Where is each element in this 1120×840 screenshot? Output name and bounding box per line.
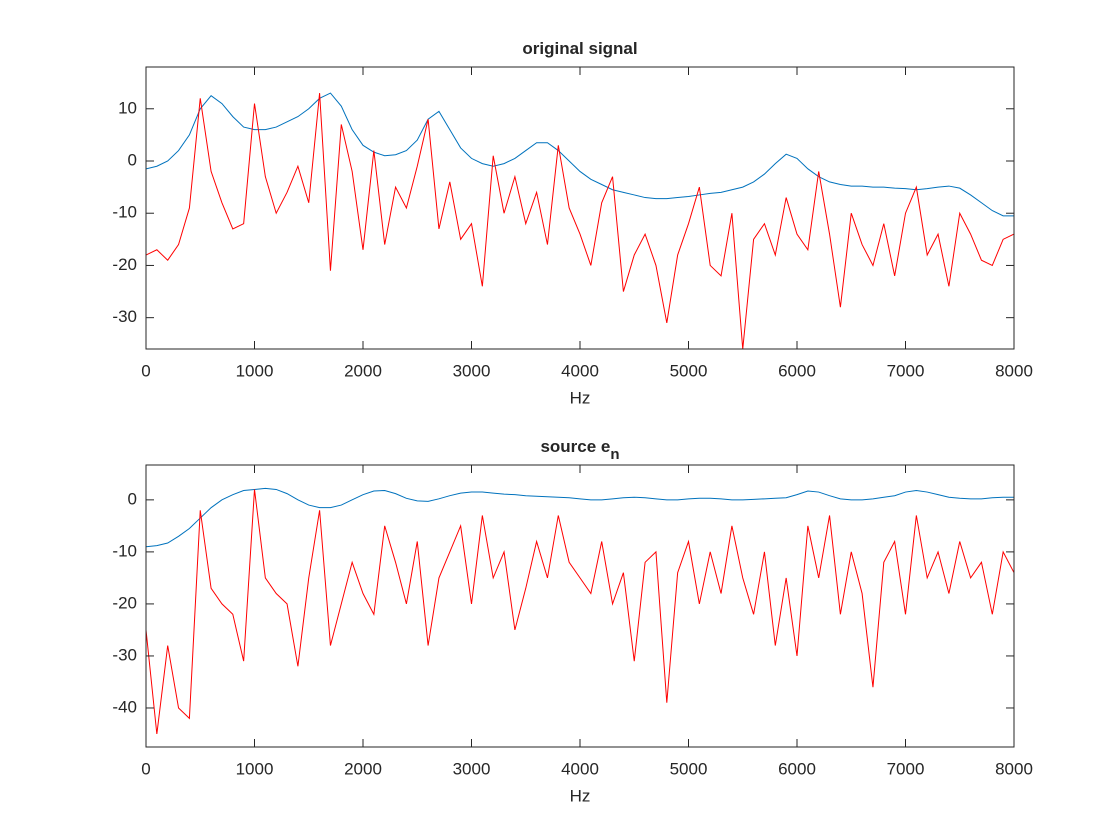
- x-tick-label: 7000: [887, 759, 925, 778]
- series-line: [146, 93, 1014, 349]
- x-tick-label: 0: [141, 361, 150, 380]
- y-tick-label: 0: [128, 150, 137, 169]
- x-tick-label: 6000: [778, 759, 816, 778]
- series-line: [146, 489, 1014, 735]
- title-text: original signal: [522, 39, 637, 58]
- x-tick-label: 8000: [995, 361, 1033, 380]
- x-tick-label: 7000: [887, 361, 925, 380]
- y-tick-label: -10: [112, 203, 137, 222]
- x-tick-label: 1000: [236, 361, 274, 380]
- y-tick-label: -30: [112, 645, 137, 664]
- y-tick-label: -20: [112, 255, 137, 274]
- chart-title: original signal: [522, 39, 637, 58]
- axes: 0 1000 2000 3000 4000 5000 6000 7000 8000 -40 -30 -…: [112, 437, 1032, 805]
- x-tick-label: 1000: [236, 759, 274, 778]
- y-tick-label: -30: [112, 307, 137, 326]
- x-tick-label: 2000: [344, 759, 382, 778]
- x-tick-label: 2000: [344, 361, 382, 380]
- x-tick-label: 4000: [561, 759, 599, 778]
- x-tick-label: 6000: [778, 361, 816, 380]
- title-text: source e: [540, 437, 610, 456]
- x-tick-label: 8000: [995, 759, 1033, 778]
- title-subscript: n: [610, 446, 619, 463]
- x-tick-label: 3000: [453, 361, 491, 380]
- y-tick-label: 0: [128, 489, 137, 508]
- x-tick-label: 0: [141, 759, 150, 778]
- plot-area: [146, 67, 1014, 349]
- y-tick-label: -20: [112, 593, 137, 612]
- y-tick-label: 10: [118, 98, 137, 117]
- x-tick-label: 3000: [453, 759, 491, 778]
- y-tick-label: -10: [112, 541, 137, 560]
- chart-title: source en: [540, 437, 619, 462]
- plot-area: [146, 465, 1014, 747]
- x-tick-label: 4000: [561, 361, 599, 380]
- x-axis-label: Hz: [570, 786, 591, 805]
- axes: 0 1000 2000 3000 4000 5000 6000 7000 8000 -30 -20 -…: [112, 39, 1032, 407]
- x-tick-label: 5000: [670, 361, 708, 380]
- y-tick-label: -40: [112, 697, 137, 716]
- series-line: [146, 487, 1014, 548]
- series-line: [146, 92, 1014, 217]
- x-tick-label: 5000: [670, 759, 708, 778]
- x-axis-label: Hz: [570, 388, 591, 407]
